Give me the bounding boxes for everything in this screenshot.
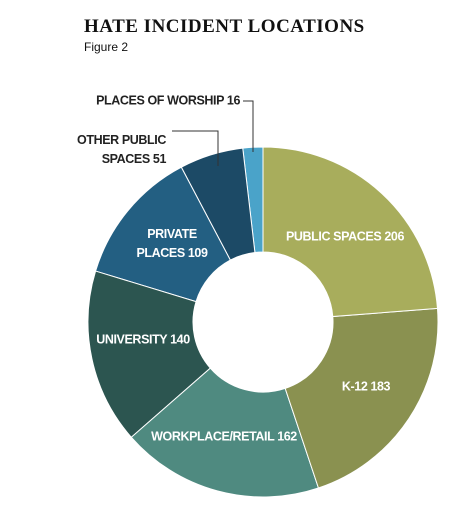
segment-label: PUBLIC SPACES 206 <box>245 228 445 247</box>
category-label: WORKPLACE/RETAIL <box>151 429 275 444</box>
category-label: OTHER PUBLIC SPACES <box>77 133 166 166</box>
value-label: 183 <box>370 379 391 394</box>
chart-subtitle: Figure 2 <box>84 40 129 54</box>
value-label: 51 <box>152 152 167 166</box>
donut-segment <box>262 146 439 318</box>
leader-line <box>243 100 254 152</box>
value-label: 109 <box>187 246 208 260</box>
donut-segment <box>94 166 232 303</box>
donut-segment <box>180 147 256 261</box>
category-label: K-12 <box>341 379 368 394</box>
value-label: 140 <box>170 332 190 347</box>
donut-segment <box>130 367 320 498</box>
donut-segment <box>87 270 212 439</box>
donut-segment <box>284 307 439 489</box>
category-label: PUBLIC SPACES <box>285 229 382 244</box>
category-label: UNIVERSITY <box>96 332 168 347</box>
value-label: 162 <box>277 429 297 444</box>
leader-line <box>172 130 219 166</box>
segment-label: OTHER PUBLIC SPACES 51 <box>66 131 166 169</box>
segment-label: PRIVATE PLACES 109 <box>132 225 212 263</box>
segment-label: WORKPLACE/RETAIL 162 <box>124 428 324 447</box>
segment-label: UNIVERSITY 140 <box>73 331 213 350</box>
chart-title: HATE INCIDENT LOCATIONS <box>84 16 365 37</box>
segment-label: K-12 183 <box>306 378 426 397</box>
value-label: 206 <box>384 229 404 244</box>
category-label: PRIVATE PLACES <box>136 227 197 260</box>
category-label: PLACES OF WORSHIP <box>96 93 224 108</box>
value-label: 16 <box>226 93 241 108</box>
segment-label: PLACES OF WORSHIP 16 <box>40 92 240 111</box>
